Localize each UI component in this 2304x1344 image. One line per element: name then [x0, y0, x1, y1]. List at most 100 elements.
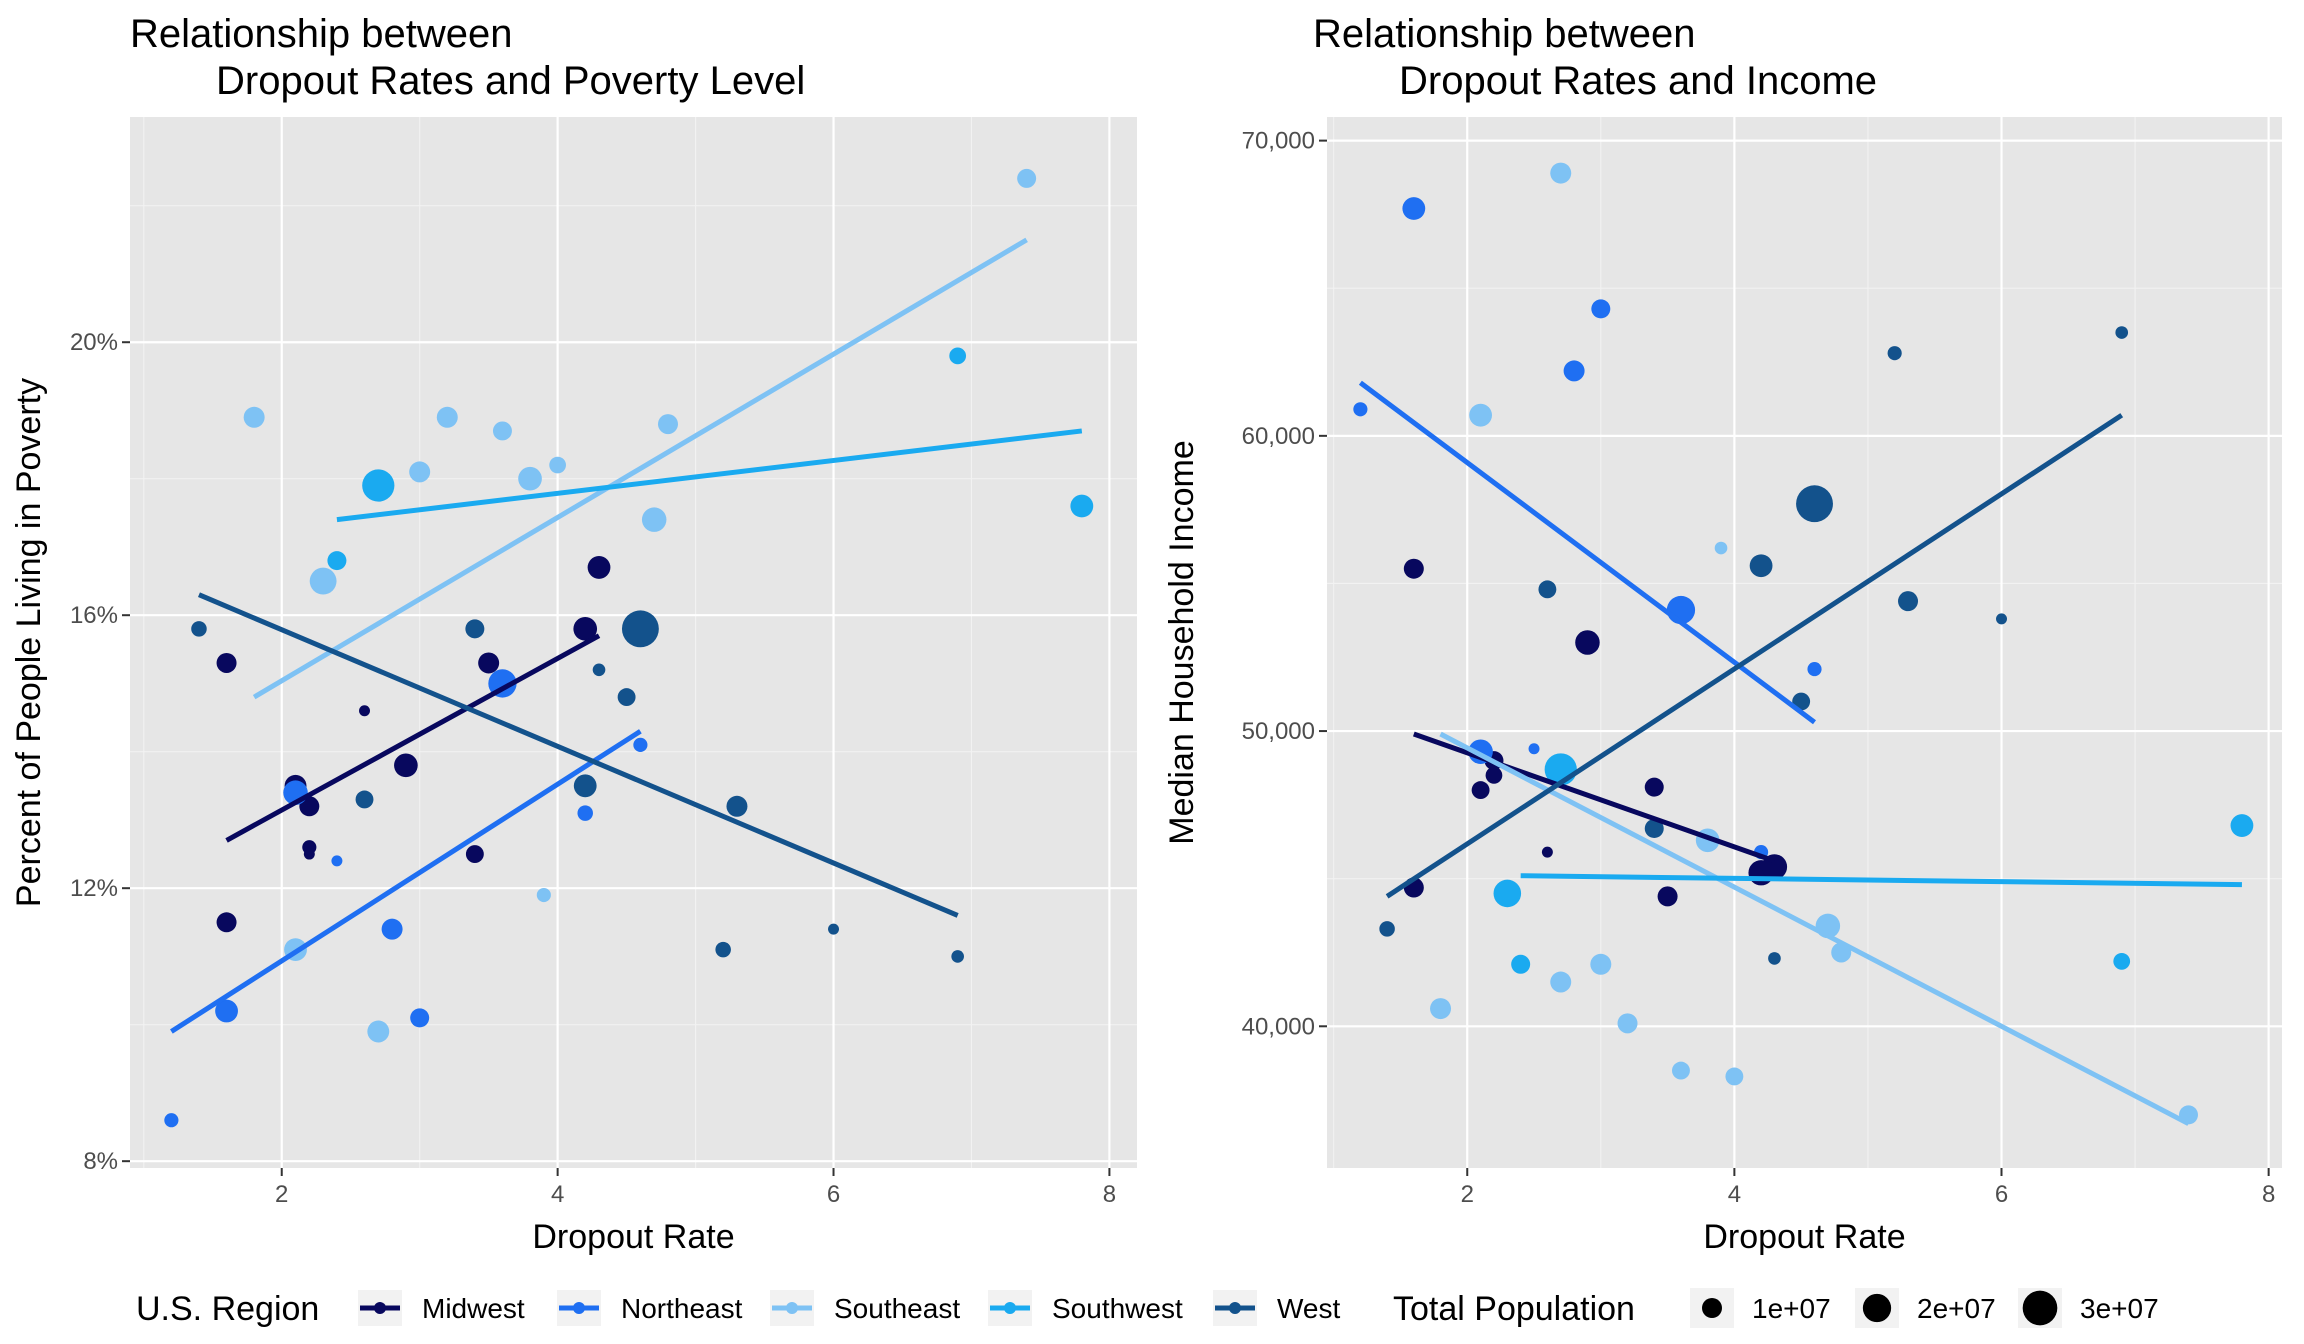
- y-tick-label: 60,000: [1242, 423, 1315, 450]
- data-point: [657, 414, 678, 435]
- y-tick-label: 16%: [70, 602, 118, 629]
- data-point: [216, 912, 237, 933]
- y-tick-label: 70,000: [1242, 128, 1315, 155]
- x-axis-title: Dropout Rate: [1703, 1218, 1905, 1256]
- data-point: [1070, 494, 1094, 518]
- data-point: [465, 845, 484, 864]
- data-point: [1996, 613, 2007, 625]
- data-point: [1528, 743, 1540, 755]
- legend-label: 3e+07: [2080, 1293, 2159, 1324]
- data-point: [1017, 168, 1037, 188]
- data-point: [1511, 954, 1531, 974]
- x-tick-label: 6: [1995, 1181, 2008, 1208]
- data-point: [309, 567, 337, 595]
- y-tick-label: 50,000: [1242, 718, 1315, 745]
- y-tick-label: 8%: [83, 1148, 118, 1175]
- data-point: [1550, 971, 1572, 993]
- data-point: [1590, 953, 1612, 975]
- data-point: [1796, 485, 1833, 523]
- data-point: [573, 774, 597, 798]
- data-point: [367, 1020, 390, 1043]
- data-point: [549, 456, 567, 474]
- legend-label: 1e+07: [1752, 1293, 1831, 1324]
- series-west-points: [1379, 326, 2129, 965]
- data-point: [1714, 541, 1728, 555]
- legend: U.S. Region Midwest Northeast Southeast Sout…: [136, 1288, 2159, 1328]
- data-point: [621, 610, 659, 648]
- legend-item-midwest: Midwest: [358, 1290, 525, 1326]
- data-point: [1768, 952, 1781, 965]
- data-point: [1749, 554, 1773, 578]
- data-point: [436, 406, 458, 428]
- data-point: [1898, 591, 1919, 612]
- legend-item-southeast: Southeast: [770, 1290, 960, 1326]
- y-tick-label: 20%: [70, 329, 118, 356]
- legend-size-item-2: 2e+07: [1855, 1288, 1996, 1328]
- data-point: [362, 469, 395, 502]
- legend-item-northeast: Northeast: [557, 1290, 743, 1326]
- y-axis-title: Percent of People Living in Poverty: [10, 378, 48, 907]
- data-point: [577, 805, 593, 821]
- chart-title-line-2: Dropout Rates and Income: [1399, 59, 1877, 103]
- data-point: [1563, 360, 1585, 382]
- x-tick-label: 6: [827, 1181, 840, 1208]
- data-point: [2230, 814, 2254, 837]
- legend-label: West: [1277, 1293, 1340, 1324]
- data-point: [1485, 766, 1503, 784]
- data-point: [1353, 402, 1368, 417]
- y-tick-label: 40,000: [1242, 1013, 1315, 1040]
- y-axis-title: Median Household Income: [1163, 440, 1201, 844]
- y-tick-label: 12%: [70, 875, 118, 902]
- data-point: [1403, 558, 1424, 579]
- data-point: [1575, 630, 1600, 655]
- series-midwest-points: [216, 556, 611, 933]
- data-point: [1644, 819, 1664, 838]
- data-point: [1807, 662, 1822, 677]
- trend-line-southeast: [252, 237, 1028, 700]
- legend-key-point: [786, 1302, 798, 1314]
- data-point: [949, 347, 967, 365]
- legend-item-southwest: Southwest: [988, 1290, 1183, 1326]
- data-point: [1402, 197, 1426, 220]
- series-midwest-points: [1403, 558, 1788, 907]
- x-tick-label: 2: [275, 1181, 288, 1208]
- data-point: [1657, 886, 1678, 907]
- data-point: [1469, 403, 1493, 427]
- data-point: [617, 688, 636, 707]
- data-point: [2113, 952, 2131, 970]
- data-point: [409, 461, 431, 483]
- series-southwest-points: [327, 347, 1094, 571]
- series-west-points: [191, 610, 964, 963]
- chart-panel-2: 2 4 6 8 40,000 50,000 60,000 70,000 Relationship…: [1163, 12, 2282, 1256]
- chart-title-line-1: Relationship between: [1313, 12, 1695, 56]
- legend-key-point: [1004, 1302, 1016, 1314]
- series-northeast-points: [164, 669, 648, 1128]
- trend-line-midwest: [1412, 731, 1776, 864]
- data-point: [331, 855, 343, 867]
- data-point: [1617, 1013, 1638, 1034]
- data-point: [1644, 777, 1664, 797]
- data-point: [1471, 781, 1490, 800]
- data-point: [394, 753, 418, 778]
- x-tick-label: 8: [2262, 1181, 2275, 1208]
- data-point: [381, 918, 403, 940]
- trend-line-southwest: [336, 428, 1083, 523]
- trend-line-northeast: [170, 729, 642, 1034]
- data-point: [1430, 998, 1452, 1020]
- x-tick-label: 4: [1728, 1181, 1741, 1208]
- trend-line-midwest: [225, 633, 601, 843]
- trend-line-southeast: [1439, 731, 2190, 1126]
- data-point: [465, 619, 485, 639]
- trend-line-west: [1385, 413, 2124, 899]
- chart-title-line-2: Dropout Rates and Poverty Level: [216, 59, 805, 103]
- legend-key-point: [374, 1302, 386, 1314]
- data-point: [573, 617, 598, 641]
- series-southeast-points: [243, 168, 1037, 1043]
- legend-size-item-1: 1e+07: [1690, 1288, 1831, 1328]
- chart-panel-1: 2 4 6 88%12%16%20%Relationship betweenDropo…: [10, 12, 1137, 1256]
- trend-line-southwest: [1520, 873, 2242, 888]
- data-point: [1591, 299, 1611, 319]
- data-point: [1550, 162, 1572, 184]
- data-point: [355, 790, 374, 809]
